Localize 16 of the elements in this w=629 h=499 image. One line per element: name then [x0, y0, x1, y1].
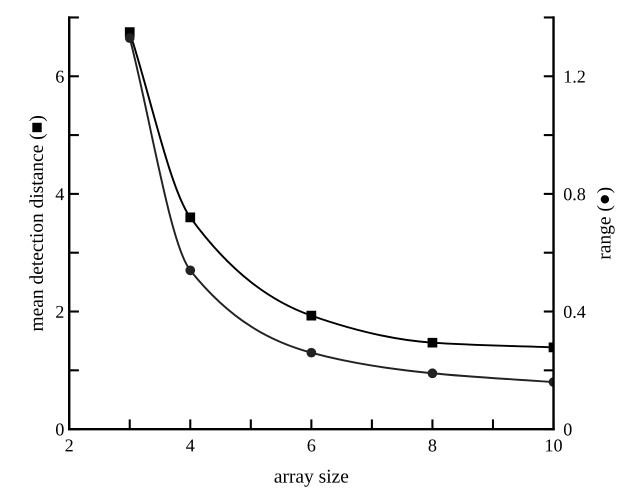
y-tick-label: 2	[56, 306, 64, 318]
x-tick-label: 4	[186, 440, 195, 452]
x-tick-label: 6	[308, 439, 316, 452]
y2-tick-label: 0	[564, 423, 572, 436]
y2-tick-label: 1.2	[564, 70, 585, 83]
y-tick-label: 0	[56, 423, 64, 436]
x-tick-label: 10	[546, 439, 562, 452]
x-axis-title: array size	[274, 470, 348, 487]
x-tick-label: 2	[65, 439, 73, 452]
y-axis-title: mean detection distance (■)	[29, 116, 47, 332]
y2-axis-title: range (●)	[596, 188, 615, 260]
y-tick-label: 4	[56, 188, 64, 200]
y2-tick-label: 0.8	[564, 188, 586, 200]
y2-tick-label: 0.4	[564, 306, 586, 318]
x-tick-label: 8	[428, 439, 436, 452]
y-tick-label: 6	[56, 70, 64, 83]
